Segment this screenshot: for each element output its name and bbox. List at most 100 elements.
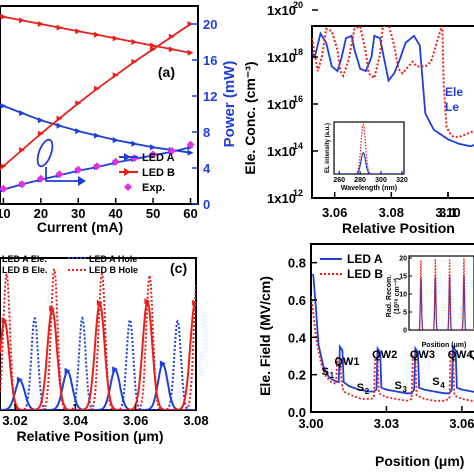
b-inset-x-tick-label: 260	[333, 177, 345, 184]
d-inset-y-tick-label: 20	[399, 256, 407, 263]
marker-efficiency	[75, 28, 82, 35]
panel-b-legend-cut-1: Ele	[445, 85, 463, 99]
d-inset-y-tick-label: 0	[403, 328, 407, 335]
panel-a-y2-axis-label: Power (mW)	[221, 61, 238, 148]
marker-efficiency	[56, 24, 63, 31]
exp-point	[36, 174, 45, 183]
panel-d-inset-x-label: Position (μm)	[422, 342, 467, 349]
a-x-tick-label: 50	[146, 206, 160, 221]
marker-efficiency	[75, 128, 82, 135]
marker-efficiency	[187, 49, 194, 56]
a-x-tick-label: 20	[34, 206, 48, 221]
series-ledb-efficiency	[0, 15, 191, 54]
a-y2-tick-label: 0	[203, 197, 210, 212]
marker-efficiency	[112, 137, 119, 144]
exp-point	[149, 150, 158, 159]
marker-efficiency	[56, 122, 63, 129]
peak-marker	[64, 367, 71, 374]
marker-efficiency	[131, 140, 138, 147]
d-s-subscript: 2	[365, 387, 370, 396]
marker-power	[37, 130, 44, 137]
panel-a-frame	[0, 5, 199, 205]
b-y-tick-exponent: 18	[293, 47, 303, 57]
exp-point	[55, 170, 64, 179]
marker-efficiency	[131, 39, 138, 45]
c-x-tick-label: 3.08	[183, 413, 208, 428]
peak-marker	[16, 376, 23, 383]
marker-power	[112, 72, 119, 79]
b-y-tick-exponent: 20	[293, 0, 303, 10]
b-y-tick-label: 1x10	[267, 50, 296, 65]
d-qw-label: QW1	[334, 356, 359, 368]
panel-d-inset-y-label: Rad. Recom.	[386, 275, 393, 317]
d-x-tick-label: 3.00	[298, 416, 323, 431]
panel-a-legend-led-a: LED A	[142, 152, 175, 164]
d-qw-label: QW	[469, 349, 474, 361]
panel-d-inset: 0 5 10 15 20 Rad. Recom. (10²⁸ cm⁻³) Positio…	[386, 255, 474, 349]
series-leda	[312, 274, 474, 395]
marker-power	[75, 100, 82, 107]
panel-b-frame	[311, 25, 474, 199]
d-y-tick-label: 0.2	[288, 368, 306, 383]
series-ledbhole	[0, 268, 196, 410]
peak-marker	[159, 360, 166, 367]
exp-point	[167, 146, 176, 155]
panel-a-annotation-arrow	[45, 167, 78, 182]
d-s-subscript: 4	[440, 381, 445, 390]
a-x-tick-label: 10	[0, 206, 11, 221]
panel-b-inset-x-label: Wavelength (nm)	[341, 185, 397, 192]
c-x-tick-label: 3.04	[63, 413, 89, 428]
panel-c-legend-b-ele: LED B Ele.	[2, 265, 48, 275]
d-qw-label: QW3	[410, 349, 435, 361]
b-inset-x-tick-label: 300	[375, 177, 387, 184]
c-x-tick-label: 3.02	[2, 413, 27, 428]
b-y-tick-exponent: 12	[293, 188, 303, 198]
marker-power	[168, 33, 175, 40]
b-y-tick-label: 1x10	[267, 191, 296, 206]
panel-b-legend-cut-2: Le	[445, 100, 459, 114]
a-x-tick-label: 60	[183, 206, 197, 221]
marker-efficiency	[0, 102, 7, 109]
b-y-tick-label: 1x10	[267, 144, 296, 159]
b-x-tick-label: 3.08	[379, 205, 404, 220]
panel-a-arrow-head	[78, 176, 86, 186]
panel-d-inset-y-label-units: (10²⁸ cm⁻³)	[394, 278, 401, 314]
panel-d: 0.0 0.2 0.4 0.6 0.8 3.00 3.03 3.06 Ele. Field …	[257, 243, 474, 469]
marker-efficiency	[150, 144, 157, 151]
d-y-tick-label: 0.4	[288, 330, 307, 345]
marker-efficiency	[93, 31, 100, 38]
marker-efficiency	[19, 110, 26, 117]
d-s-label: S	[432, 376, 439, 388]
panel-c-legend-b-hole: LED B Hole	[89, 265, 138, 275]
panel-a-annotation-ellipse	[36, 138, 54, 168]
marker-efficiency	[168, 46, 175, 53]
marker-efficiency	[93, 132, 100, 139]
panel-c-x-axis-label: Relative Position (μm)	[16, 428, 163, 444]
b-y-tick-label: 1x10	[267, 3, 296, 18]
marker-efficiency	[0, 13, 7, 20]
d-s-subscript: 3	[403, 385, 408, 394]
series-ledahole	[0, 316, 196, 410]
peak-marker	[112, 366, 119, 373]
series-leda	[312, 31, 474, 148]
inset-series-ledb	[409, 258, 474, 330]
d-qw-label: QW2	[372, 349, 397, 361]
b-y-tick-exponent: 16	[293, 94, 303, 104]
marker-efficiency	[19, 17, 26, 24]
b-x-tick-label: 3.10	[435, 205, 460, 220]
marker-power	[131, 58, 138, 65]
panel-b-y-axis-label: Ele. Conc. (cm⁻³)	[242, 61, 258, 174]
b-x-tick-label: 3.1	[439, 205, 457, 220]
d-inset-y-tick-label: 5	[403, 310, 407, 317]
d-s-label: S	[395, 380, 402, 392]
d-qw-label: QW4	[448, 349, 474, 361]
panel-d-x-axis-label: Position (μm)	[375, 453, 464, 469]
panel-d-frame	[310, 243, 474, 413]
panel-d-legend-led-a: LED A	[347, 252, 383, 266]
series-ledb	[312, 26, 474, 138]
series-ledaele	[0, 363, 196, 410]
d-x-tick-label: 3.06	[449, 416, 474, 431]
panel-c-legend: LED A Ele. LED A Hole LED B Ele. LED B H…	[2, 254, 138, 275]
